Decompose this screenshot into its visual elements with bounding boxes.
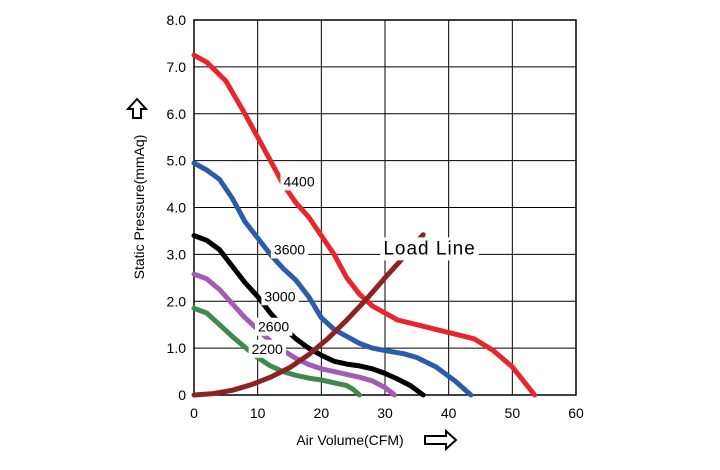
y-tick-label: 8.0 <box>167 12 187 28</box>
x-tick-label: 60 <box>568 405 584 421</box>
curve-labels: 4400 3600 3000 2600 2200 Load Line <box>248 172 479 358</box>
x-tick-label: 40 <box>441 405 457 421</box>
x-tick-label: 50 <box>505 405 521 421</box>
rpm-3000-line <box>191 233 426 398</box>
rpm-label: 2600 <box>258 319 289 335</box>
x-tick-label: 0 <box>190 405 198 421</box>
x-tick-label: 30 <box>377 405 393 421</box>
y-tick-label: 1.0 <box>167 340 187 356</box>
plot-border <box>193 19 577 396</box>
rpm-label: 4400 <box>283 173 314 189</box>
label-background <box>261 287 299 306</box>
rpm-label: 3600 <box>274 241 305 257</box>
y-tick-label: 6.0 <box>167 106 187 122</box>
rpm-4400-line <box>191 52 538 398</box>
x-axis-title: Air Volume(CFM) <box>296 432 403 448</box>
label-background <box>248 339 286 358</box>
plot-frame <box>193 19 577 396</box>
label-background <box>380 237 479 261</box>
rpm-label: 2200 <box>252 341 283 357</box>
rpm-2600-line <box>191 271 398 398</box>
series-group <box>191 52 538 398</box>
y-tick-label: 4.0 <box>167 200 187 216</box>
y-axis-title: Static Pressure(mmAq) <box>131 135 147 280</box>
y-tick-label: 7.0 <box>167 59 187 75</box>
up-arrow-icon <box>125 97 149 119</box>
grid-lines <box>193 19 577 396</box>
x-tick-label: 20 <box>314 405 330 421</box>
right-arrow-icon <box>424 428 458 452</box>
label-background <box>280 172 318 191</box>
label-background <box>255 317 293 336</box>
rpm-label: 3000 <box>264 288 295 304</box>
rpm-3600-line <box>191 160 474 398</box>
load-line-label: Load Line <box>383 238 475 259</box>
tick-labels: 0 10 20 30 40 50 60 0 1.0 2.0 3.0 4.0 5.0 6.0 7.0 8.0 <box>167 12 584 421</box>
y-tick-label: 3.0 <box>167 246 187 262</box>
x-tick-label: 10 <box>250 405 266 421</box>
load-line <box>191 232 426 398</box>
y-tick-label: 5.0 <box>167 153 187 169</box>
y-tick-label: 2.0 <box>167 293 187 309</box>
label-background <box>270 240 309 259</box>
y-tick-label: 0 <box>178 387 186 403</box>
